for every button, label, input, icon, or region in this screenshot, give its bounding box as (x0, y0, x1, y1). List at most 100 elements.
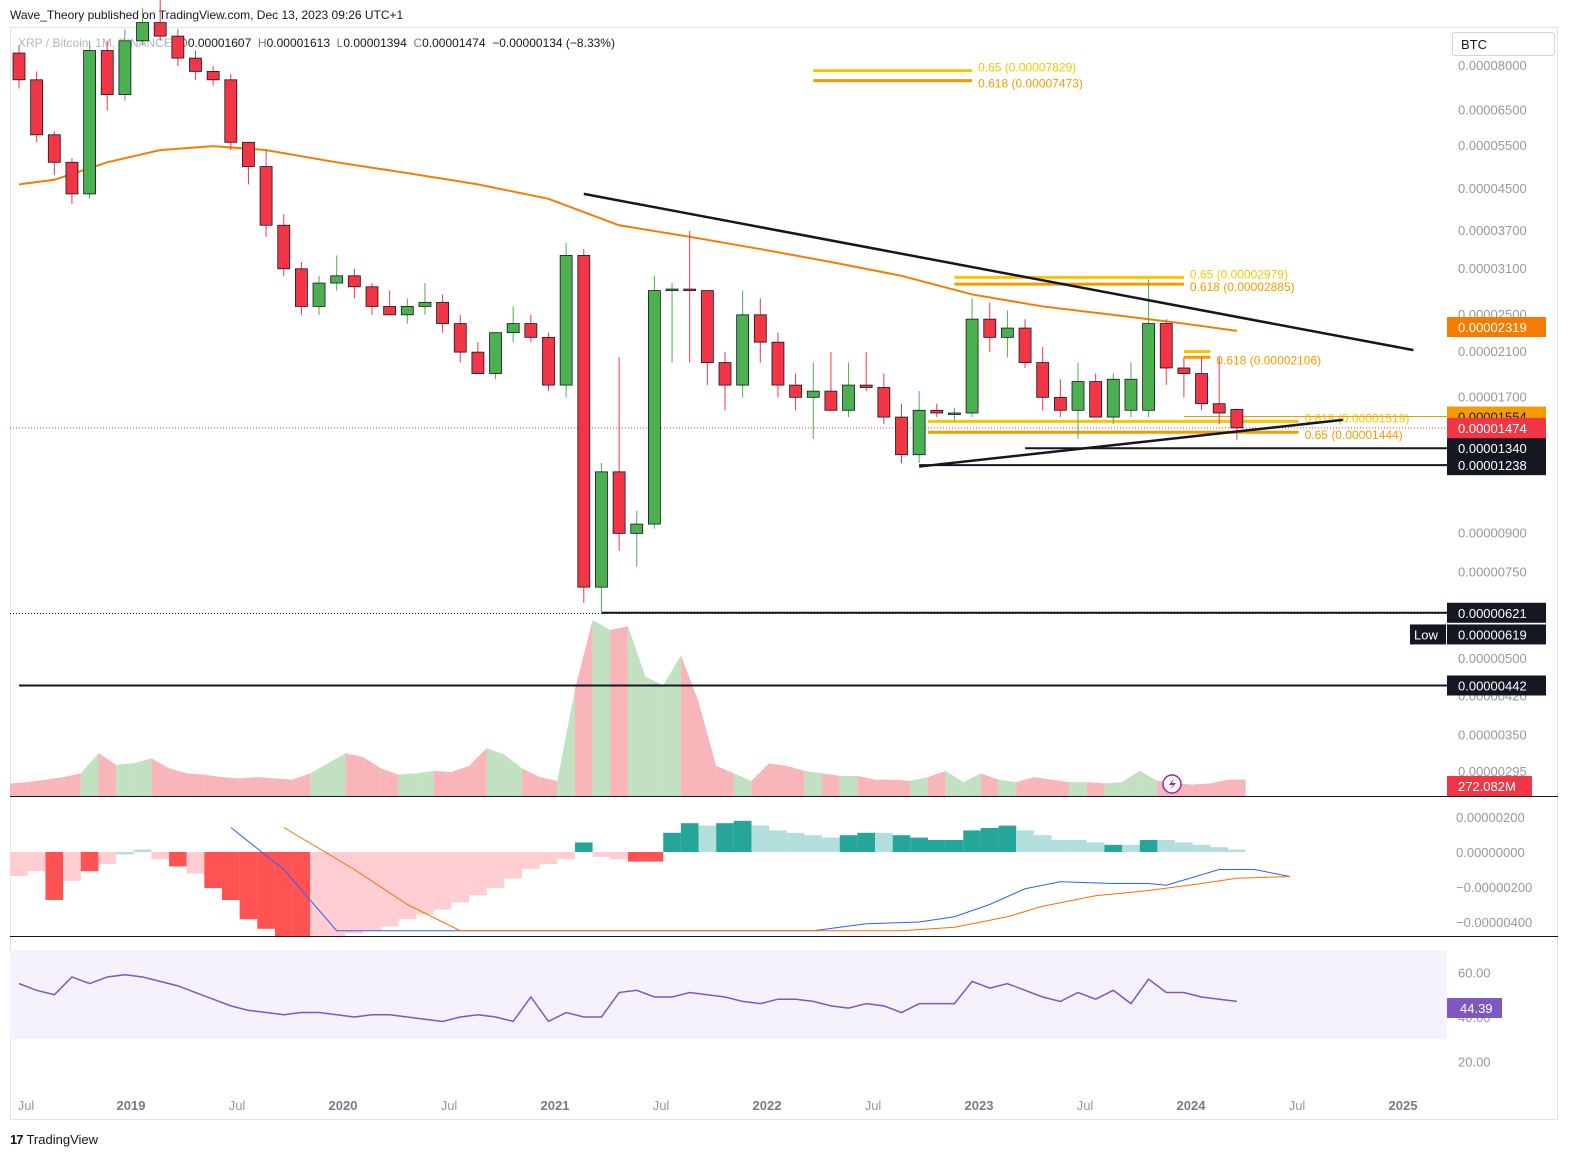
macd-histogram-bar (857, 832, 876, 852)
candle-body (1177, 367, 1191, 374)
macd-axis-tick: −0.00000200 (1456, 880, 1532, 895)
candle-body (347, 275, 361, 288)
volume-bar (292, 773, 311, 796)
macd-histogram-bar (63, 852, 81, 881)
macd-histogram-bar (663, 832, 681, 852)
candle (542, 332, 555, 392)
candle-body (524, 323, 538, 338)
macd-histogram-bar (257, 852, 275, 929)
volume-bar (45, 777, 64, 796)
candle (683, 230, 697, 363)
volume-bar (63, 773, 81, 796)
volume-bar (663, 655, 681, 796)
candle (453, 314, 467, 363)
price-tag-text: 0.00000621 (1458, 606, 1527, 621)
candle-body (648, 290, 661, 525)
price-tag-black: 0.00000442 (1447, 675, 1546, 696)
volume-bar (221, 777, 240, 796)
price-tag-text: 0.00001340 (1458, 441, 1527, 456)
candle-body (1159, 323, 1173, 369)
change-value: −0.00000134 (−8.33%) (492, 36, 615, 50)
candle-body (30, 79, 44, 136)
rsi-axis-tick: 60.00 (1458, 966, 1491, 981)
candle-body (383, 306, 397, 316)
symbol-label[interactable]: XRP / Bitcoin, 1M, BINANCE (18, 36, 172, 50)
volume-bar (680, 655, 699, 796)
candle (1212, 357, 1226, 425)
macd-histogram-bar (1210, 847, 1229, 852)
volume-bar (1016, 777, 1034, 796)
macd-histogram-bar (522, 852, 540, 869)
candle (1106, 373, 1120, 425)
macd-histogram-bar (645, 852, 664, 862)
candle (859, 352, 873, 392)
macd-histogram-bar (822, 837, 840, 852)
price-axis-tick: 0.00006500 (1458, 102, 1527, 117)
volume-bar (892, 779, 911, 796)
candle (648, 275, 661, 529)
candle (1177, 357, 1191, 398)
rsi-value-tag: 44.39 (1447, 998, 1502, 1018)
candle (294, 262, 308, 315)
volume-bar (98, 753, 117, 796)
macd-histogram-bar (186, 852, 205, 874)
candle-body (859, 384, 873, 388)
candle (983, 302, 997, 353)
candle (753, 298, 767, 363)
candle (630, 510, 644, 567)
candle-body (436, 301, 450, 324)
candle-body (418, 301, 432, 307)
candle (665, 283, 679, 363)
volume-bar (733, 773, 752, 796)
candle (206, 66, 220, 86)
candle (842, 362, 855, 418)
candle (1053, 379, 1067, 418)
candle (1089, 373, 1103, 418)
volume-tag-text: 272.082M (1458, 779, 1516, 794)
candle (136, 7, 149, 46)
volume-tag-bg (1447, 776, 1532, 796)
descending-resistance-trendline (583, 192, 1414, 352)
candle-body (489, 332, 502, 374)
currency-selector[interactable]: BTC (1452, 32, 1555, 56)
macd-histogram-bar (592, 852, 611, 857)
volume-bar (345, 753, 364, 796)
candle (877, 373, 891, 425)
macd-histogram-bar (963, 830, 981, 852)
macd-histogram-bar (416, 852, 434, 915)
candle-body (542, 336, 555, 386)
volume-bar (1192, 783, 1211, 796)
volume-bar (433, 770, 452, 796)
candle (595, 463, 608, 614)
macd-histogram-bar (557, 852, 575, 860)
candle-body (453, 323, 467, 353)
macd-histogram-bar (1104, 844, 1123, 852)
candle-body (100, 50, 114, 95)
price-tag-bg (1447, 675, 1546, 696)
time-axis-year: 2022 (753, 1098, 782, 1113)
price-axis-tick: 0.00000295 (1458, 764, 1527, 779)
candle (577, 249, 591, 603)
candle (1036, 347, 1050, 411)
volume-bar (116, 763, 134, 796)
rsi-value-text: 44.39 (1460, 1001, 1493, 1016)
candle-body (736, 314, 750, 386)
candle-body (1071, 381, 1085, 411)
macd-histogram-bar (1139, 840, 1158, 852)
candle-body (700, 290, 714, 363)
price-tag-text: 0.00001238 (1458, 458, 1527, 473)
macd-histogram-bar (10, 852, 28, 876)
price-axis-tick: 0.00000900 (1458, 525, 1527, 540)
macd-histogram-bar (945, 840, 964, 852)
candle-body (1018, 327, 1032, 363)
candle (912, 391, 926, 464)
candle (1124, 362, 1138, 418)
macd-histogram-bar (1033, 835, 1052, 852)
candle (1195, 357, 1208, 411)
candle (824, 352, 838, 411)
candle (83, 40, 96, 199)
candle (789, 373, 802, 411)
candle-body (224, 79, 238, 143)
candle-body (1001, 327, 1014, 338)
